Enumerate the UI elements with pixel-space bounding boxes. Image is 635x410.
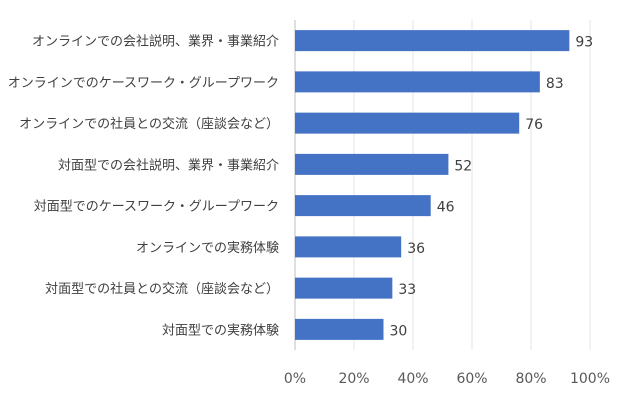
bar xyxy=(295,71,540,93)
bar xyxy=(295,318,384,340)
data-label: 46 xyxy=(437,200,455,216)
bar xyxy=(295,277,393,299)
x-tick-label: 20% xyxy=(338,371,369,387)
data-labels: 93 83 76 52 46 36 33 30 xyxy=(390,35,594,340)
category-label: オンラインでのケースワーク・グループワーク xyxy=(8,76,279,91)
x-tick-label: 40% xyxy=(397,371,428,387)
category-label: 対面型での実務体験 xyxy=(162,322,279,338)
data-label: 83 xyxy=(546,76,564,92)
x-tick-label: 80% xyxy=(515,371,546,387)
category-label: オンラインでの会社説明、業界・事業紹介 xyxy=(32,34,279,50)
data-label: 93 xyxy=(575,35,593,51)
category-labels: オンラインでの会社説明、業界・事業紹介オンラインでのケースワーク・グループワーク… xyxy=(8,34,279,339)
category-label: 対面型でのケースワーク・グループワーク xyxy=(34,200,279,215)
data-label: 30 xyxy=(390,323,408,339)
category-label: 対面型での会社説明、業界・事業紹介 xyxy=(58,157,279,173)
x-axis-ticks: 0% 20% 40% 60% 80% 100% xyxy=(284,371,610,387)
bar xyxy=(295,236,402,258)
bar xyxy=(295,153,449,175)
data-label: 36 xyxy=(407,241,425,257)
x-tick-label: 100% xyxy=(570,371,610,387)
data-label: 76 xyxy=(525,117,543,133)
x-tick-label: 0% xyxy=(284,371,306,387)
bar xyxy=(295,112,520,134)
category-label: オンラインでの実務体験 xyxy=(136,240,279,256)
category-label: オンラインでの社員との交流（座談会など） xyxy=(19,116,279,132)
bar xyxy=(295,195,431,217)
gridlines xyxy=(294,20,591,350)
data-label: 33 xyxy=(398,282,416,298)
data-label: 52 xyxy=(454,158,472,174)
category-label: 対面型での社員との交流（座談会など） xyxy=(45,281,279,297)
x-tick-label: 60% xyxy=(456,371,487,387)
bars xyxy=(295,30,570,340)
bar xyxy=(295,30,570,52)
